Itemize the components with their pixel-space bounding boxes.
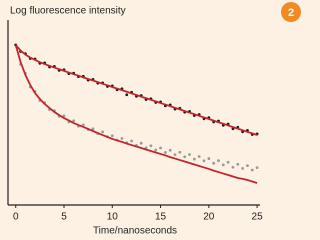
data-point (110, 134, 114, 138)
badge: 2 (288, 7, 294, 19)
data-point (173, 153, 177, 157)
x-tick-label: 20 (203, 212, 215, 223)
data-point (192, 157, 196, 161)
data-point (241, 166, 245, 170)
data-point (154, 148, 158, 152)
data-point (255, 166, 259, 170)
data-point (120, 137, 124, 140)
data-point (72, 119, 76, 123)
data-point (250, 168, 254, 172)
x-tick-label: 15 (155, 212, 167, 223)
data-point (221, 163, 225, 167)
data-point (139, 141, 143, 145)
data-point (101, 130, 105, 134)
data-point (217, 159, 220, 163)
data-point (226, 160, 230, 164)
data-point (246, 164, 249, 167)
data-point (149, 144, 153, 148)
data-point (188, 153, 191, 156)
data-point (231, 165, 235, 169)
data-point (168, 148, 172, 152)
background (0, 0, 304, 240)
data-point (130, 139, 133, 143)
data-point (207, 157, 211, 160)
data-point (197, 155, 201, 158)
data-point (159, 146, 162, 150)
data-point (178, 150, 182, 154)
data-point (202, 159, 206, 163)
x-axis-title: Time/nanoseconds (93, 226, 177, 237)
x-tick-label: 25 (252, 212, 264, 223)
fit-line (15, 44, 258, 136)
data-point (91, 127, 95, 131)
data-point (212, 161, 216, 165)
x-tick-label: 10 (107, 212, 119, 223)
data-point (125, 93, 129, 97)
chart-title: Log fluorescence intensity (10, 6, 126, 17)
fit-line (14, 44, 258, 184)
x-tick-label: 5 (61, 212, 67, 223)
data-point (183, 155, 187, 159)
data-point (62, 114, 66, 118)
x-tick-label: 0 (13, 212, 19, 223)
data-point (81, 123, 85, 127)
data-point (163, 151, 167, 154)
data-point (236, 162, 240, 166)
chart: Log fluorescence intensity 2 Time/nanose… (0, 0, 304, 240)
badge-circle (281, 2, 301, 22)
